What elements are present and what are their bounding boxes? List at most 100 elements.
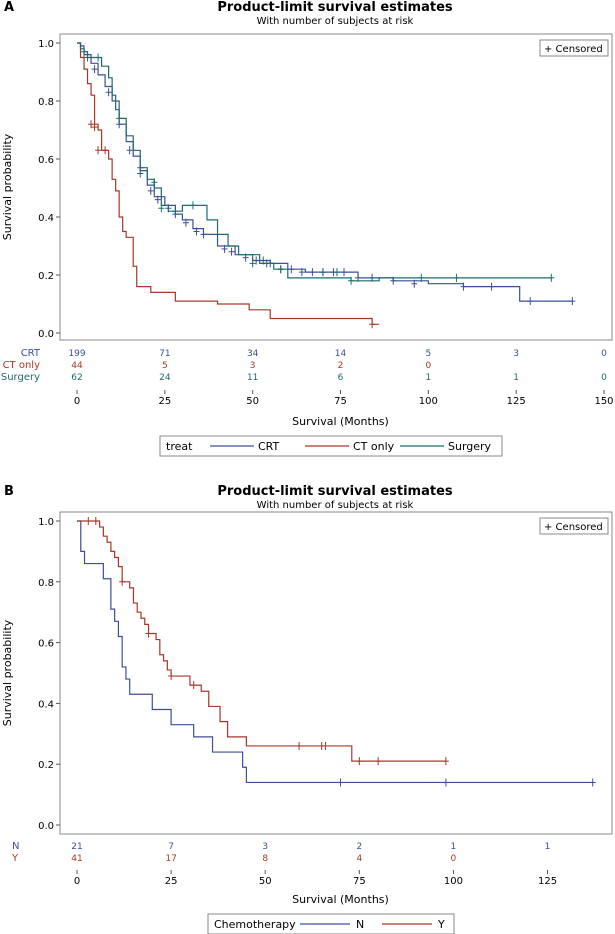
panel-b-xtick-label: 50 xyxy=(259,876,272,887)
panel-a-series-surgery-censor-mark xyxy=(348,276,355,285)
panel-a-xtick-label: 100 xyxy=(419,396,438,407)
panel-b-ytick-label: 0.2 xyxy=(38,760,54,771)
panel-b-series-y-at-risk-count: 4 xyxy=(356,854,362,864)
panel-b-series-n-at-risk-count: 2 xyxy=(356,842,362,852)
panel-b-ytick-label: 0.0 xyxy=(38,821,54,832)
panel-b-ytick-label: 0.4 xyxy=(38,699,54,710)
panel-a-series-surgery-censor-mark xyxy=(151,178,158,187)
panel-b-series-y-curve xyxy=(77,520,446,762)
panel-a-series-crt-censor-mark xyxy=(253,256,260,265)
panel-b-series-n-curve xyxy=(77,520,593,784)
panel-a-series-ct-only-at-risk-count: 0 xyxy=(425,361,431,371)
panel-a-series-crt-censor-mark xyxy=(200,230,207,239)
panel-a-series-ct-only-legend-label: CT only xyxy=(353,440,395,453)
panel-a-series-surgery-curve xyxy=(77,42,552,282)
panel-a-xlabel: Survival (Months) xyxy=(292,415,389,428)
panel-a-legend-title: treat xyxy=(166,440,193,453)
panel-b-xtick-label: 75 xyxy=(353,876,366,887)
panel-a-series-surgery-censor-mark xyxy=(137,169,144,178)
panel-a-series-surgery-censor-mark xyxy=(189,201,196,210)
panel-b-series-n-at-risk-count: 1 xyxy=(545,842,551,852)
panel-a-series-crt-at-risk-count: 5 xyxy=(425,349,431,359)
panel-a-series-crt-risk-label: CRT xyxy=(21,348,41,359)
panel-a-xtick-label: 125 xyxy=(507,396,526,407)
panel-a-series-crt-curve xyxy=(77,42,573,302)
panel-b-xlabel: Survival (Months) xyxy=(292,893,389,906)
panel-a-legend-box xyxy=(159,435,503,457)
panel-a-ytick-label: 0.4 xyxy=(38,213,54,224)
panel-a-series-crt-censor-mark xyxy=(105,88,112,97)
panel-a-series-crt-at-risk-count: 0 xyxy=(601,349,607,359)
panel-a-series-crt-censor-mark xyxy=(341,268,348,277)
panel-b-plot-frame xyxy=(59,511,613,835)
panel-b-censored-legend-box xyxy=(539,517,609,535)
panel-b-series-y-risk-label: Y xyxy=(11,853,19,864)
panel-a-ytick-label: 1.0 xyxy=(38,39,54,50)
panel-a-series-ct-only-censor-mark xyxy=(88,120,95,129)
panel-a-series-crt-censor-mark xyxy=(411,279,418,288)
panel-a-series-crt-censor-mark xyxy=(91,65,98,74)
panel-b-series-n-at-risk-count: 3 xyxy=(262,842,268,852)
panel-a-xtick-label: 75 xyxy=(334,396,347,407)
panel-a-series-surgery-censor-mark xyxy=(116,114,123,123)
panel-a-series-crt-censor-mark xyxy=(298,268,305,277)
panel-b-xtick-label: 100 xyxy=(444,876,463,887)
panel-b-series-n-censor-mark xyxy=(589,778,596,787)
panel-a-series-surgery-at-risk-count: 11 xyxy=(247,373,258,383)
panel-a-censored-legend-label: + Censored xyxy=(544,44,603,55)
panel-b-series-y-censor-mark xyxy=(119,577,126,586)
panel-b-series-y-censor-mark xyxy=(375,757,382,766)
panel-a-ytick-label: 0.8 xyxy=(38,97,54,108)
panel-a-series-ct-only-curve xyxy=(77,42,380,325)
panel-a-series-ct-only-risk-label: CT only xyxy=(3,360,41,371)
panel-a-series-surgery-censor-mark xyxy=(333,268,340,277)
panel-a-series-surgery-at-risk-count: 24 xyxy=(159,373,171,383)
panel-b-series-n-at-risk-count: 7 xyxy=(168,842,174,852)
panel-a-series-ct-only-at-risk-count: 44 xyxy=(71,361,83,371)
panel-a-series-ct-only-at-risk-count: 5 xyxy=(162,361,168,371)
panel-a-censored-legend-box xyxy=(539,39,609,57)
panel-a-series-crt-at-risk-count: 199 xyxy=(68,349,85,359)
panel-a-series-ct-only-at-risk-count: 3 xyxy=(250,361,256,371)
panel-b-series-y-legend-label: Y xyxy=(437,918,445,931)
panel-a-series-surgery-censor-mark xyxy=(81,47,88,56)
panel-a-series-ct-only-censor-mark xyxy=(102,146,109,155)
panel-a-series-surgery-at-risk-count: 1 xyxy=(513,373,519,383)
panel-b-series-y-at-risk-count: 0 xyxy=(451,854,457,864)
panel-b-series-y-censor-mark xyxy=(92,517,99,525)
panel-b-xtick-label: 25 xyxy=(165,876,178,887)
panel-a-series-crt-censor-mark xyxy=(527,297,534,306)
panel-a-series-crt-censor-mark xyxy=(460,282,467,291)
panel-b-series-y-censor-mark xyxy=(190,681,197,690)
panel-b-series-n-risk-label: N xyxy=(12,841,19,852)
panel-b-series-y-censor-mark xyxy=(296,741,303,750)
panel-a-series-crt-censor-mark xyxy=(182,218,189,227)
panel-a-series-crt-censor-mark xyxy=(221,244,228,253)
panel-a-series-surgery-legend-label: Surgery xyxy=(448,440,492,453)
panel-a-series-surgery-censor-mark xyxy=(453,273,460,282)
panel-a-series-surgery-censor-mark xyxy=(158,204,165,213)
panel-a-series-surgery-censor-mark xyxy=(95,53,102,62)
panel-a-series-crt-censor-mark xyxy=(569,297,576,306)
panel-a-series-ct-only-at-risk-count: 2 xyxy=(338,361,344,371)
panel-a-series-surgery-censor-mark xyxy=(548,273,555,282)
panel-a-series-surgery-at-risk-count: 1 xyxy=(425,373,431,383)
panel-a-series-crt-at-risk-count: 3 xyxy=(513,349,519,359)
panel-b-series-n-at-risk-count: 1 xyxy=(451,842,457,852)
panel-a-series-crt-censor-mark xyxy=(228,247,235,256)
panel-b-series-y-at-risk-count: 8 xyxy=(262,854,268,864)
panel-a-series-crt-censor-mark xyxy=(288,265,295,274)
panel-a-xtick-label: 0 xyxy=(74,396,80,407)
panel-b-xtick-label: 0 xyxy=(74,876,80,887)
panel-a-series-crt-censor-mark xyxy=(193,227,200,236)
panel-b-xtick-label: 125 xyxy=(538,876,557,887)
panel-b-series-n-censor-mark xyxy=(337,778,344,787)
panel-a-title: Product-limit survival estimates xyxy=(217,0,453,15)
panel-a-ylabel: Survival probability xyxy=(1,133,14,240)
panel-label-b: B xyxy=(4,484,14,499)
panel-a-series-crt-censor-mark xyxy=(488,282,495,291)
panel-b-ytick-label: 0.8 xyxy=(38,578,54,589)
